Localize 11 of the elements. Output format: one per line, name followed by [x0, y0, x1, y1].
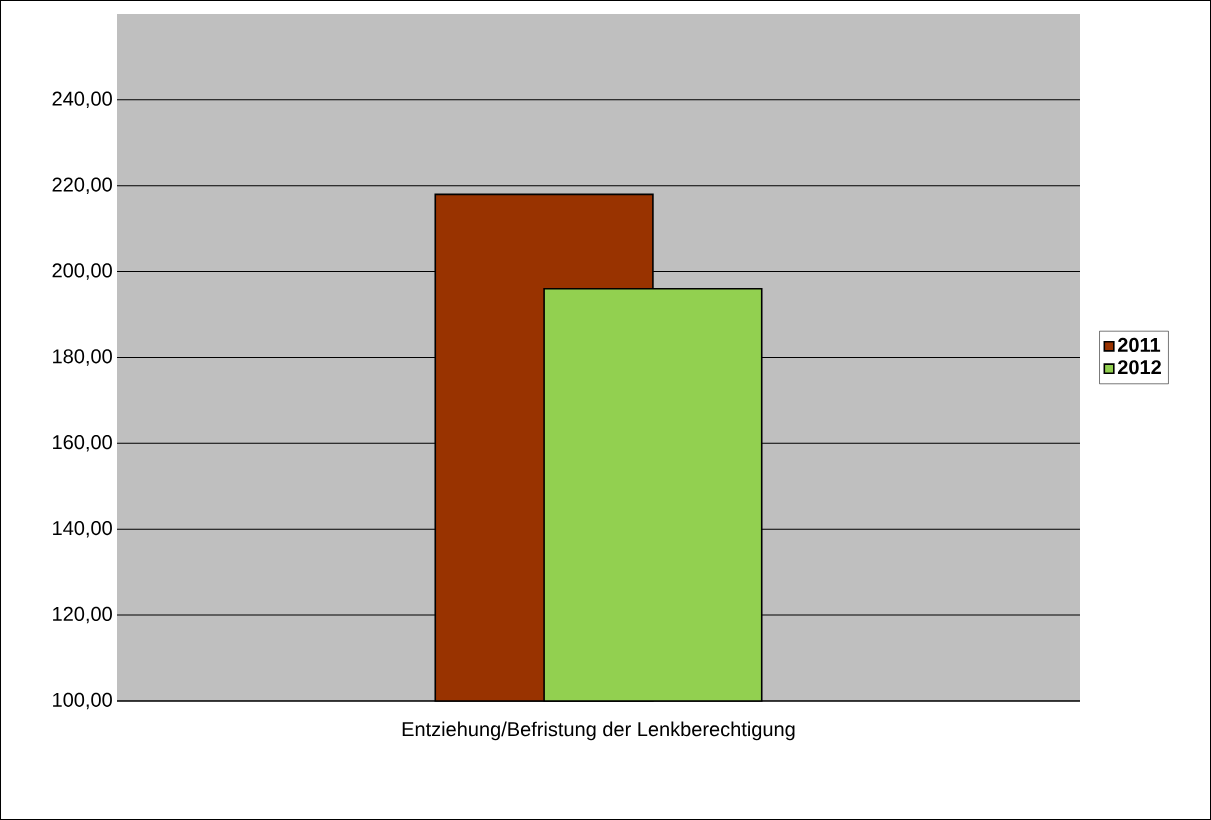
y-tick-label: 220,00 [52, 177, 112, 194]
legend-label: 2011 [1117, 337, 1161, 353]
y-tick-label: 100,00 [53, 692, 112, 710]
y-tick-label: 160,00 [53, 435, 112, 452]
y-tick-label: 180,00 [53, 349, 112, 366]
y-tick-label: 240,00 [52, 91, 112, 109]
legend-label: 2012 [1117, 360, 1161, 375]
y-tick-label: 140,00 [53, 520, 112, 538]
y-tick-label: 200,00 [52, 263, 112, 280]
y-tick-label: 120,00 [53, 606, 112, 624]
x-tick-label: Entziehung/Befristung der Lenkberechtigung [402, 721, 795, 741]
